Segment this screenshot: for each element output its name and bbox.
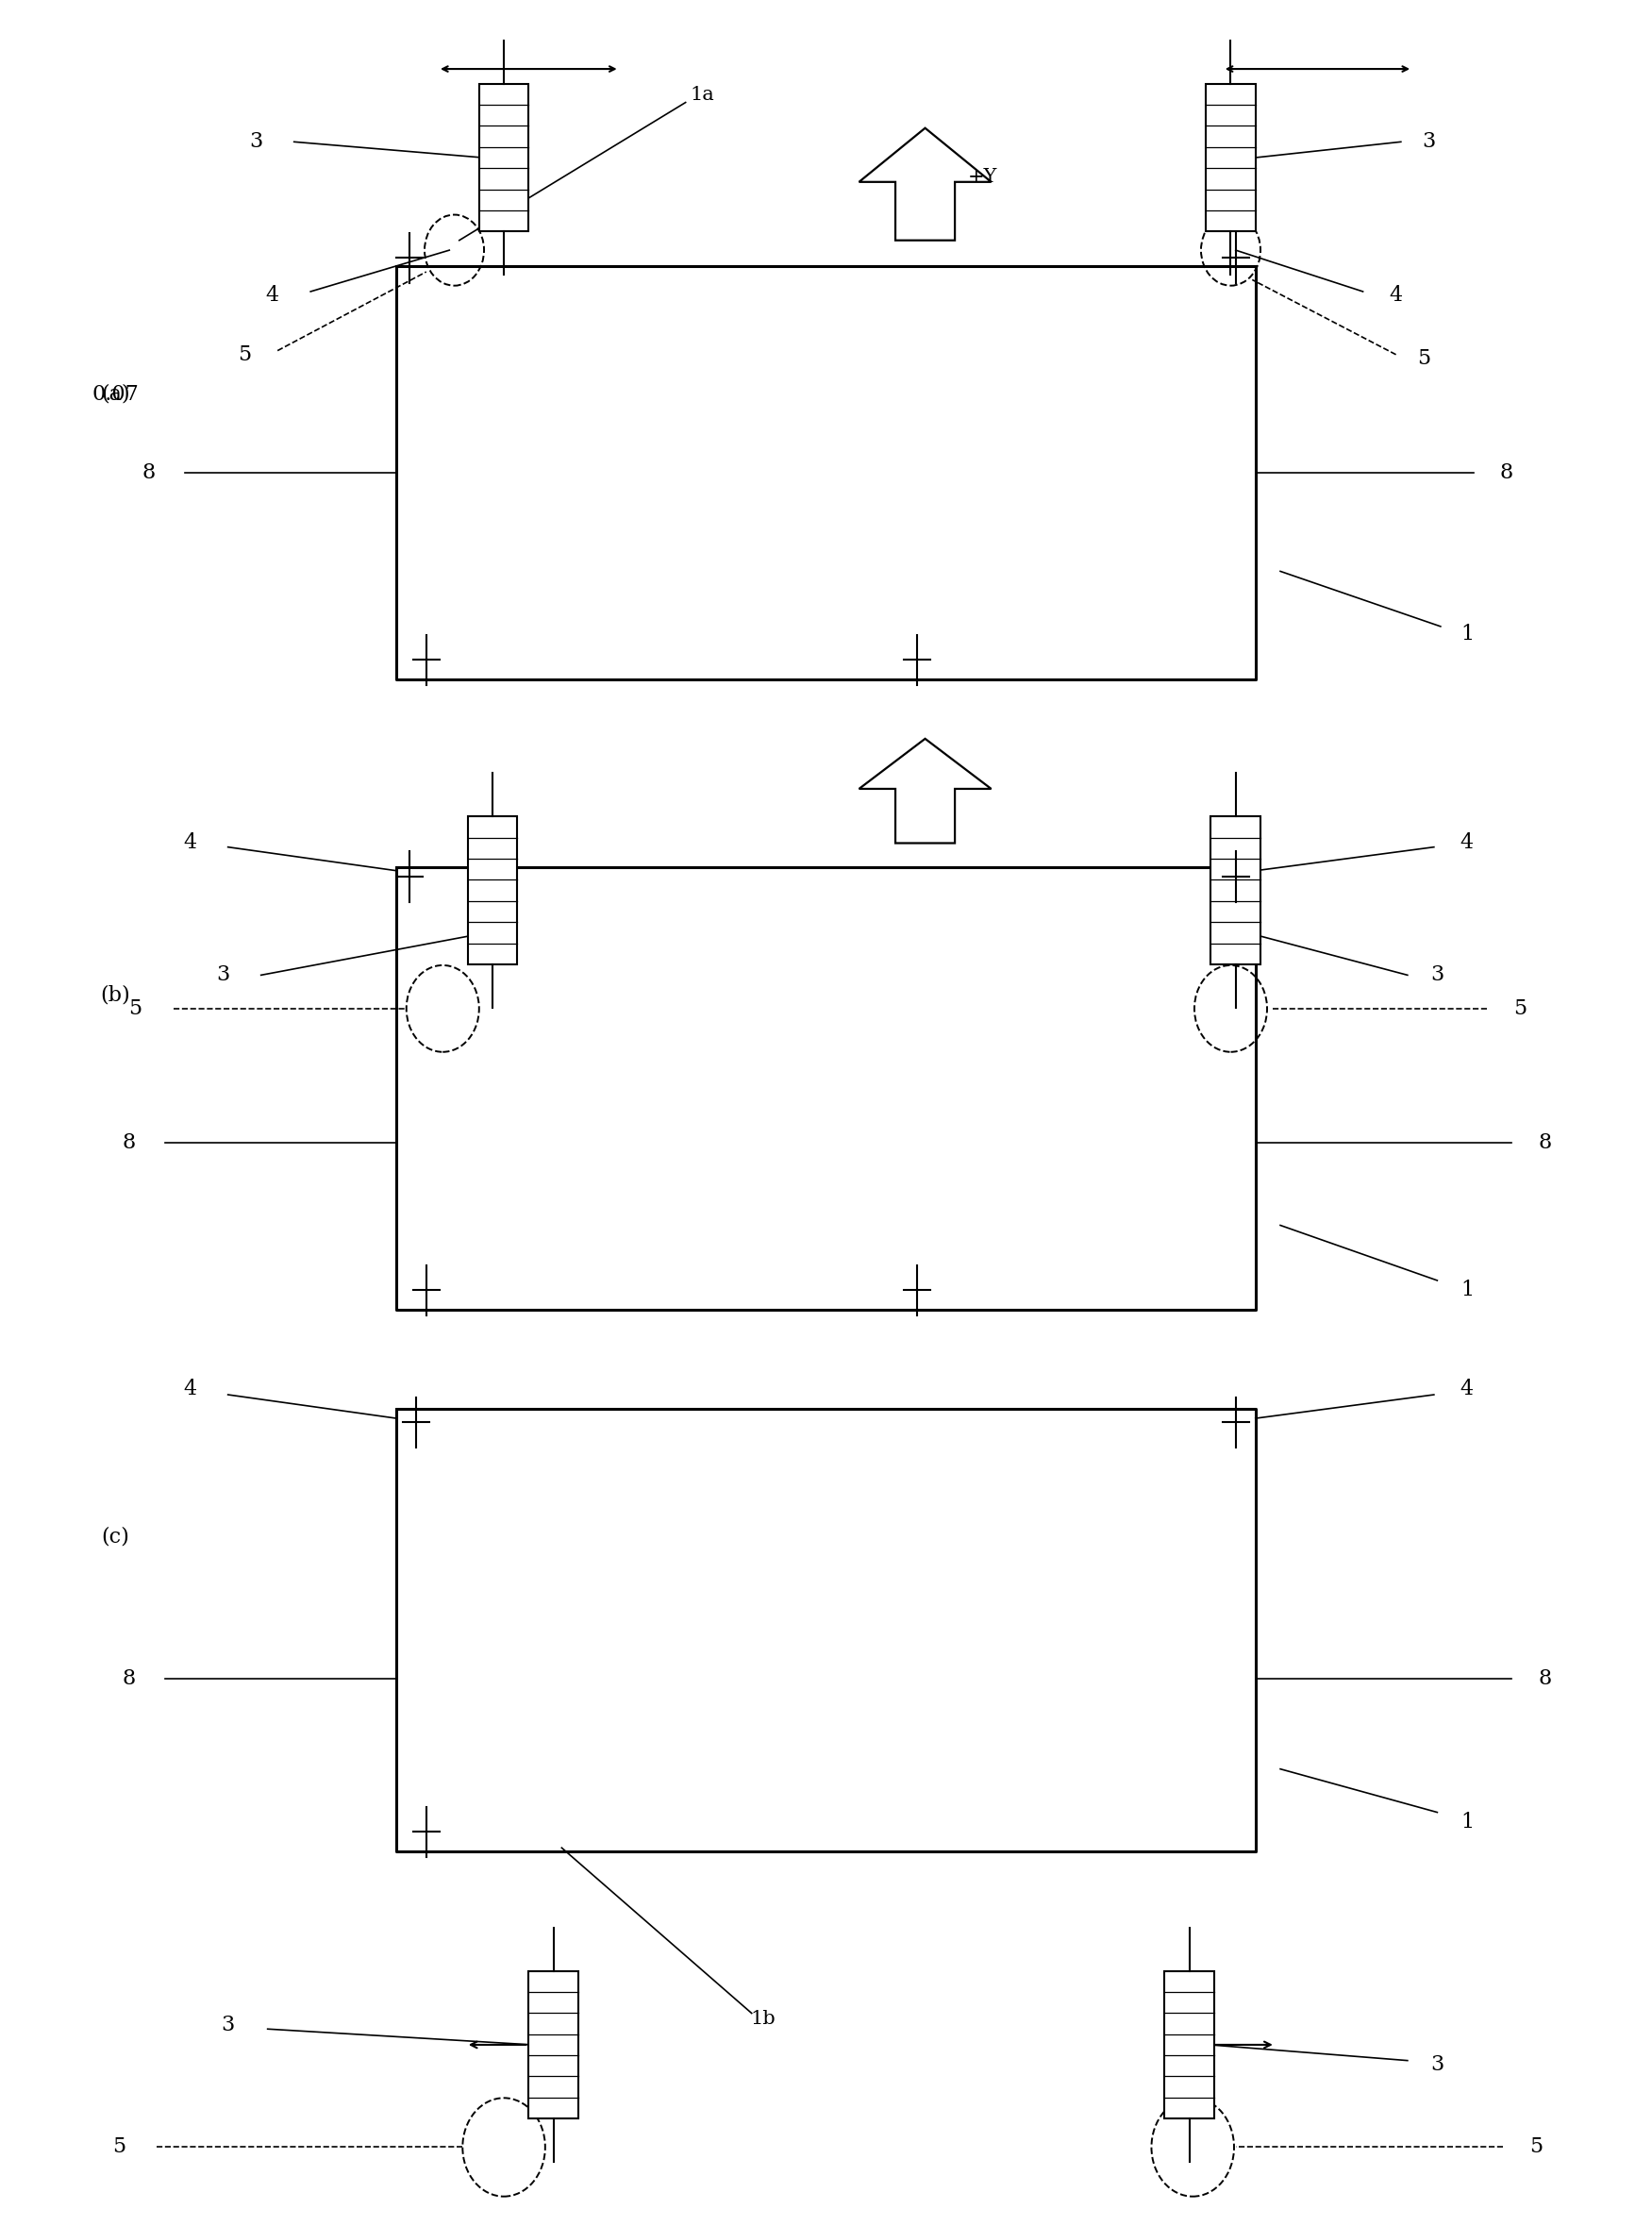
Text: 5: 5 [1513, 997, 1526, 1020]
Text: 4: 4 [1460, 833, 1474, 853]
Polygon shape [859, 739, 991, 844]
FancyBboxPatch shape [479, 85, 529, 232]
Text: 5: 5 [112, 2137, 126, 2157]
FancyBboxPatch shape [468, 817, 517, 964]
FancyBboxPatch shape [1206, 85, 1256, 232]
Polygon shape [859, 129, 991, 240]
Text: 8: 8 [1538, 1133, 1551, 1153]
Text: 5: 5 [1530, 2137, 1543, 2157]
Text: +Y: +Y [968, 169, 998, 187]
Text: 3: 3 [1422, 131, 1436, 151]
Text: 3: 3 [1431, 964, 1444, 986]
Text: 4: 4 [1460, 1378, 1474, 1400]
Text: 0.07: 0.07 [93, 383, 139, 405]
Text: 8: 8 [122, 1667, 135, 1690]
Text: 4: 4 [1389, 285, 1403, 305]
Text: 3: 3 [1431, 2055, 1444, 2075]
Text: (a): (a) [101, 383, 131, 405]
Text: 1a: 1a [691, 85, 714, 105]
FancyBboxPatch shape [1165, 1970, 1214, 2119]
Text: 5: 5 [1417, 347, 1431, 370]
Text: 1: 1 [1460, 623, 1474, 646]
Text: 1: 1 [1460, 1280, 1474, 1300]
Text: 8: 8 [1538, 1667, 1551, 1690]
Text: 8: 8 [122, 1133, 135, 1153]
Text: 1: 1 [1460, 1812, 1474, 1832]
Text: (c): (c) [101, 1527, 131, 1547]
Text: 3: 3 [216, 964, 230, 986]
Text: 3: 3 [249, 131, 263, 151]
Text: 1b: 1b [750, 2010, 776, 2028]
Text: 4: 4 [183, 833, 197, 853]
FancyBboxPatch shape [529, 1970, 578, 2119]
FancyBboxPatch shape [1211, 817, 1260, 964]
Text: 4: 4 [266, 285, 279, 305]
Text: (b): (b) [101, 984, 131, 1006]
Text: 3: 3 [221, 2015, 235, 2035]
Text: 8: 8 [1500, 463, 1513, 483]
Text: 5: 5 [238, 345, 251, 365]
Text: 8: 8 [142, 463, 155, 483]
Text: 5: 5 [129, 997, 142, 1020]
Text: 4: 4 [183, 1378, 197, 1400]
